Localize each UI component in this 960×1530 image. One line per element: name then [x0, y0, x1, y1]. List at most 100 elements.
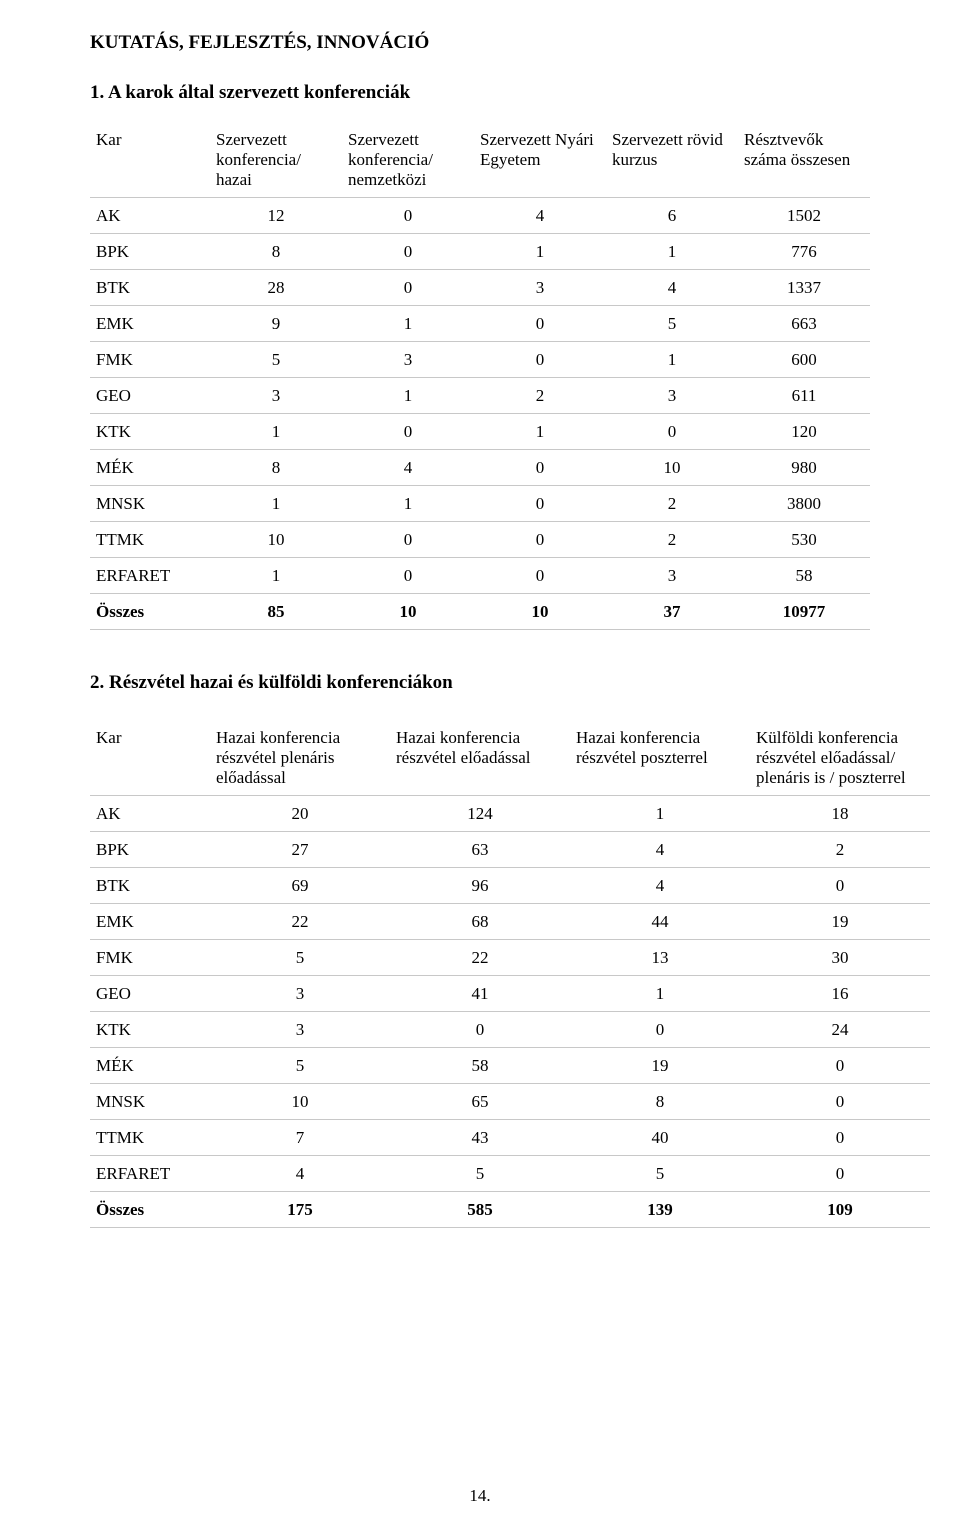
- table-row: BPK8011776: [90, 234, 870, 270]
- table-1: Kar Szervezett konferencia/ hazai Szerve…: [90, 122, 870, 630]
- cell-kar: KTK: [90, 414, 210, 450]
- cell-value: 1: [606, 234, 738, 270]
- cell-value: 4: [342, 450, 474, 486]
- cell-value: 12: [210, 198, 342, 234]
- cell-kar: MÉK: [90, 450, 210, 486]
- cell-kar: MNSK: [90, 486, 210, 522]
- cell-value: 27: [210, 832, 390, 868]
- cell-kar: TTMK: [90, 522, 210, 558]
- cell-value: 0: [750, 1084, 930, 1120]
- cell-value: 8: [210, 450, 342, 486]
- cell-value: 0: [342, 270, 474, 306]
- cell-kar: ERFARET: [90, 1156, 210, 1192]
- cell-kar: TTMK: [90, 1120, 210, 1156]
- table-row: GEO341116: [90, 976, 930, 1012]
- cell-value: 1: [570, 976, 750, 1012]
- cell-value: 0: [342, 558, 474, 594]
- cell-value: 1: [474, 234, 606, 270]
- cell-value: 8: [570, 1084, 750, 1120]
- cell-kar: ERFARET: [90, 558, 210, 594]
- table-row: FMK5221330: [90, 940, 930, 976]
- cell-value: 2: [750, 832, 930, 868]
- cell-kar: FMK: [90, 940, 210, 976]
- cell-value: 9: [210, 306, 342, 342]
- col-c2: Szervezett konferencia/ nemzetközi: [342, 122, 474, 198]
- table-row: TTMK10002530: [90, 522, 870, 558]
- cell-value: 0: [474, 558, 606, 594]
- cell-value: 2: [474, 378, 606, 414]
- cell-value: 1: [474, 414, 606, 450]
- cell-kar-total: Összes: [90, 1192, 210, 1228]
- cell-kar: EMK: [90, 904, 210, 940]
- cell-value: 5: [570, 1156, 750, 1192]
- cell-value: 3: [210, 378, 342, 414]
- cell-kar: BPK: [90, 234, 210, 270]
- page-number: 14.: [0, 1486, 960, 1506]
- cell-kar: AK: [90, 198, 210, 234]
- cell-kar: GEO: [90, 378, 210, 414]
- cell-value: 22: [210, 904, 390, 940]
- cell-value: 0: [750, 1156, 930, 1192]
- cell-value: 4: [474, 198, 606, 234]
- cell-value: 3: [606, 558, 738, 594]
- table-row: MNSK11023800: [90, 486, 870, 522]
- table-1-header-row: Kar Szervezett konferencia/ hazai Szerve…: [90, 122, 870, 198]
- cell-value: 30: [750, 940, 930, 976]
- cell-kar: MNSK: [90, 1084, 210, 1120]
- cell-value: 0: [342, 522, 474, 558]
- cell-value: 28: [210, 270, 342, 306]
- cell-value: 0: [390, 1012, 570, 1048]
- cell-value: 1: [210, 486, 342, 522]
- table-row: BTK280341337: [90, 270, 870, 306]
- cell-value-total: 175: [210, 1192, 390, 1228]
- cell-value: 120: [738, 414, 870, 450]
- col-c5: Résztvevők száma összesen: [738, 122, 870, 198]
- col-c1: Hazai konferencia részvétel plenáris elő…: [210, 720, 390, 796]
- cell-value: 0: [750, 1120, 930, 1156]
- col-c3: Hazai konferencia részvétel poszterrel: [570, 720, 750, 796]
- cell-value: 1: [342, 306, 474, 342]
- cell-value: 7: [210, 1120, 390, 1156]
- cell-value: 3800: [738, 486, 870, 522]
- cell-value: 5: [210, 940, 390, 976]
- cell-value: 0: [474, 486, 606, 522]
- col-c4: Szervezett rövid kurzus: [606, 122, 738, 198]
- cell-kar: MÉK: [90, 1048, 210, 1084]
- cell-value: 4: [210, 1156, 390, 1192]
- cell-value: 0: [342, 198, 474, 234]
- cell-value: 65: [390, 1084, 570, 1120]
- cell-value: 600: [738, 342, 870, 378]
- table-row: TTMK743400: [90, 1120, 930, 1156]
- cell-value: 1: [342, 378, 474, 414]
- cell-value: 44: [570, 904, 750, 940]
- cell-value-total: 10977: [738, 594, 870, 630]
- cell-value: 96: [390, 868, 570, 904]
- cell-value-total: 109: [750, 1192, 930, 1228]
- cell-value: 0: [750, 868, 930, 904]
- col-c3: Szervezett Nyári Egyetem: [474, 122, 606, 198]
- cell-kar: AK: [90, 796, 210, 832]
- cell-kar: EMK: [90, 306, 210, 342]
- table-row: FMK5301600: [90, 342, 870, 378]
- cell-value: 68: [390, 904, 570, 940]
- cell-value: 1502: [738, 198, 870, 234]
- page: KUTATÁS, FEJLESZTÉS, INNOVÁCIÓ 1. A karo…: [0, 0, 960, 1530]
- cell-value: 63: [390, 832, 570, 868]
- cell-value: 2: [606, 522, 738, 558]
- cell-value: 3: [210, 1012, 390, 1048]
- cell-value: 10: [210, 1084, 390, 1120]
- cell-kar: BTK: [90, 868, 210, 904]
- cell-value: 58: [738, 558, 870, 594]
- cell-value: 611: [738, 378, 870, 414]
- cell-value: 4: [606, 270, 738, 306]
- col-kar: Kar: [90, 720, 210, 796]
- table-row: MÉK558190: [90, 1048, 930, 1084]
- cell-value-total: 10: [342, 594, 474, 630]
- cell-value: 3: [342, 342, 474, 378]
- table-row: AK20124118: [90, 796, 930, 832]
- cell-value: 41: [390, 976, 570, 1012]
- cell-value: 663: [738, 306, 870, 342]
- cell-value: 8: [210, 234, 342, 270]
- table-total-row: Összes175585139109: [90, 1192, 930, 1228]
- cell-value: 1: [210, 558, 342, 594]
